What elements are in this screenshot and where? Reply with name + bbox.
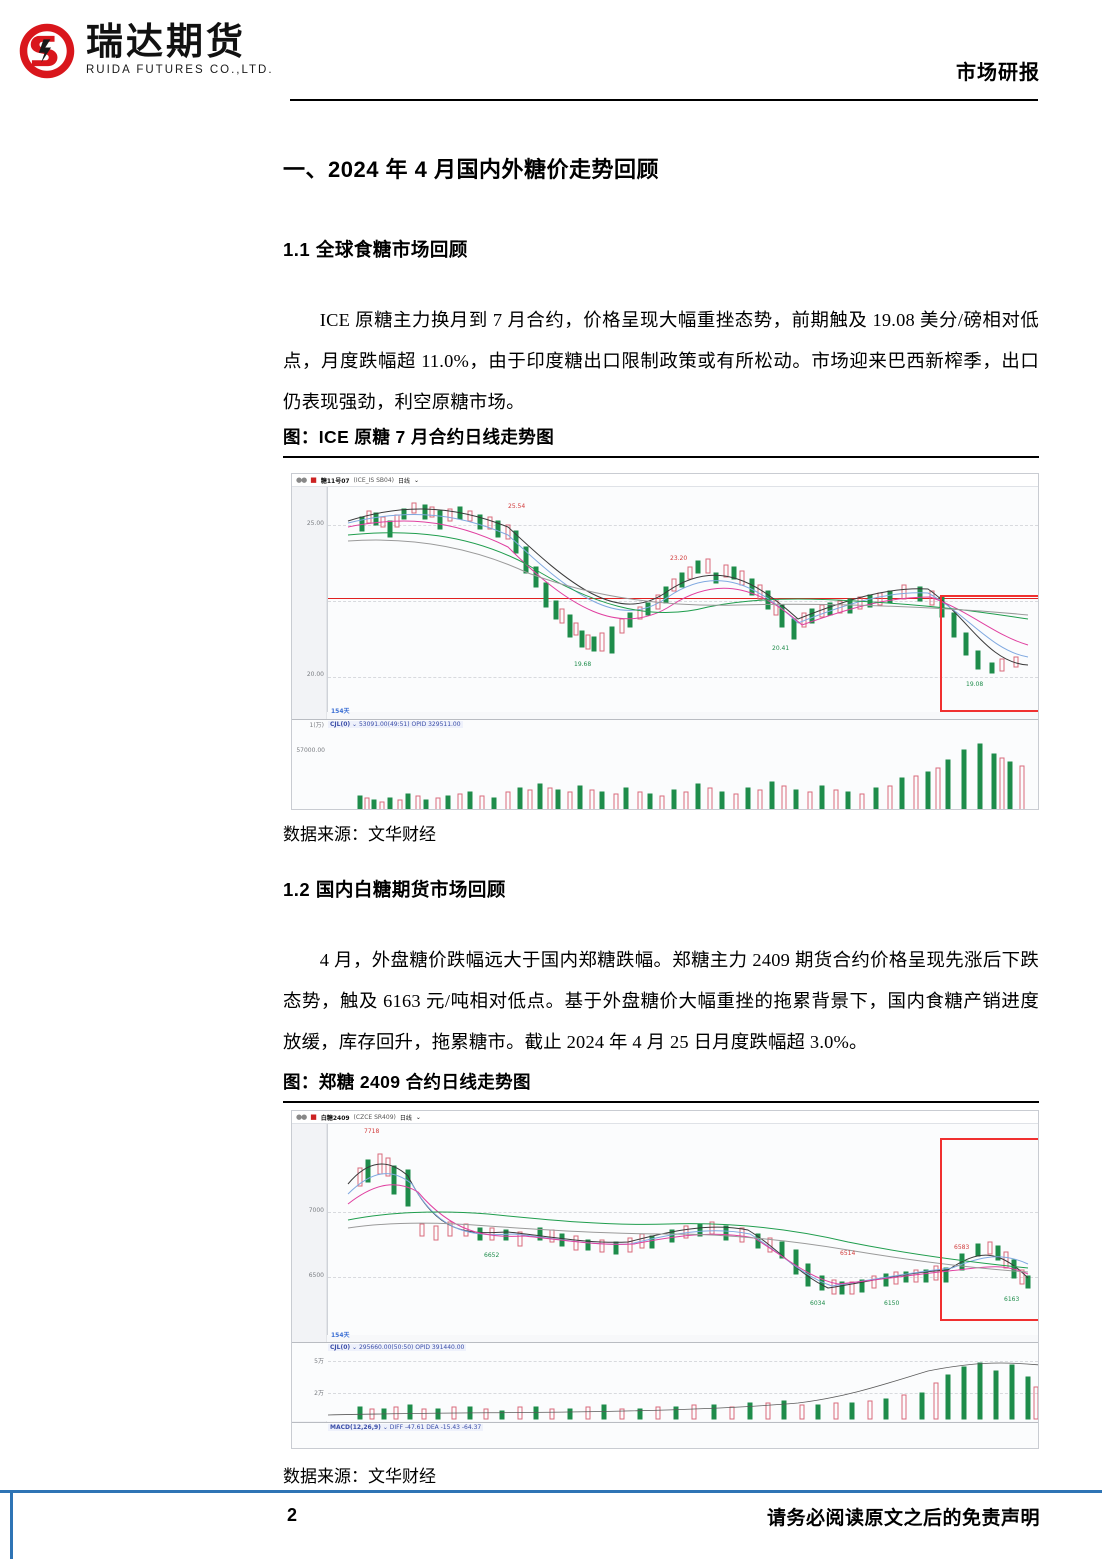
figure-1-source: 数据来源：文华财经 xyxy=(283,825,436,844)
chart-ice-sugar-july: ●● ■ 糖11号07 (ICE_IS SB04) 日线 ⌄ MA组合(5,10… xyxy=(291,473,1039,810)
figure-2-caption-rule xyxy=(283,1101,1039,1103)
chart1-volume-ytick-2: 57000.00 xyxy=(296,747,325,754)
chart2-volume-indicator[interactable]: CJL(0) ⌄ 295660.00(50:50) OPID 391440.00 xyxy=(328,1344,467,1351)
page-number: 2 xyxy=(287,1505,298,1525)
chart2-days-label: 154天 xyxy=(331,1332,350,1339)
company-logo: 瑞达期货 RUIDA FUTURES CO.,LTD. xyxy=(18,22,274,80)
ruida-swirl-logo-icon xyxy=(19,23,75,79)
logo-wordmark: 瑞达期货 RUIDA FUTURES CO.,LTD. xyxy=(86,22,274,77)
figure-2-caption: 图：郑糖 2409 合约日线走势图 xyxy=(283,1072,531,1092)
chart1-volume-ytick-1: 1(万) xyxy=(309,722,325,729)
chart1-marker-icon: ■ xyxy=(310,476,317,484)
footer-divider xyxy=(0,1490,1102,1493)
chart2-volume-ytick-2w: 2万 xyxy=(314,1390,324,1397)
header-title: 市场研报 xyxy=(956,62,1040,84)
chart2-volume-ytick-5w: 5万 xyxy=(314,1358,324,1365)
chart2-ytick-7000: 7000 xyxy=(308,1207,324,1214)
chart2-marker-icon: ■ xyxy=(310,1113,317,1121)
figure-1-caption-rule xyxy=(283,456,1039,458)
page-header: 瑞达期货 RUIDA FUTURES CO.,LTD. 市场研报 xyxy=(0,0,1102,104)
paragraph-2: 4 月，外盘糖价跌幅远大于国内郑糖跌幅。郑糖主力 2409 期货合约价格呈现先涨… xyxy=(283,950,1039,1052)
chart1-days-label: 154天 xyxy=(331,708,350,715)
subsection-title-2: 1.2 国内白糖期货市场回顾 xyxy=(283,879,506,900)
chart1-highlight-box xyxy=(940,595,1038,712)
chart2-period-selector[interactable]: 日线 xyxy=(399,1114,412,1122)
chart2-annotation-6652: 6652 xyxy=(484,1252,500,1259)
chevron-down-icon[interactable]: ⌄ xyxy=(415,1113,421,1121)
chart1-volume-bars xyxy=(357,743,1025,809)
chart2-ytick-6500: 6500 xyxy=(308,1272,324,1279)
footer-side-accent xyxy=(10,1490,13,1559)
chart2-annotation-6163: 6163 xyxy=(1004,1296,1020,1303)
chart1-annotation-2041: 20.41 xyxy=(772,645,790,652)
chart2-macd-indicator-value: DIFF -47.61 DEA -15.43 -64.37 xyxy=(389,1424,482,1431)
chart1-series xyxy=(347,502,1029,674)
chart1-menu-icon[interactable]: ●● xyxy=(296,476,307,484)
chart2-volume-bars xyxy=(327,1362,1038,1420)
chart2-volume-pane: CJL(0) ⌄ 295660.00(50:50) OPID 391440.00… xyxy=(292,1342,1038,1421)
chart1-instrument-code: (ICE_IS SB04) xyxy=(353,476,395,484)
chart1-volume-indicator-value: 53091.00(49:51) OPID 329511.00 xyxy=(358,721,461,728)
chart1-annotation-2554: 25.54 xyxy=(508,503,526,510)
chart2-price-pane: 7718 6652 6034 6514 6150 6583 6163 xyxy=(327,1124,1038,1335)
chevron-down-icon[interactable]: ⌄ xyxy=(414,476,420,484)
chart1-instrument-name: 糖11号07 xyxy=(320,477,350,485)
chart2-highlight-box xyxy=(940,1138,1038,1321)
section-title: 一、2024 年 4 月国内外糖价走势回顾 xyxy=(283,157,660,182)
chart1-volume-indicator-name: CJL(0) xyxy=(330,721,351,728)
chart2-volume-indicator-name: CJL(0) xyxy=(330,1344,351,1351)
logo-english-name: RUIDA FUTURES CO.,LTD. xyxy=(86,64,274,76)
footer-disclaimer: 请务必阅读原文之后的免责声明 xyxy=(766,1508,1040,1529)
chart1-ytick-20: 20.00 xyxy=(306,671,324,678)
chart2-annotation-6514: 6514 xyxy=(840,1250,856,1257)
chart1-annotation-1908: 19.08 xyxy=(966,681,984,688)
figure-2-source: 数据来源：文华财经 xyxy=(283,1467,436,1486)
chart2-instrument-code: (CZCE SR409) xyxy=(353,1113,396,1121)
chart2-titlebar: ●● ■ 白糖2409 (CZCE SR409) 日线 ⌄ xyxy=(292,1111,1038,1124)
paragraph-1: ICE 原糖主力换月到 7 月合约，价格呈现大幅重挫态势，前期触及 19.08 … xyxy=(283,310,1039,412)
chart2-volume-indicator-value: 295660.00(50:50) OPID 391440.00 xyxy=(358,1344,465,1351)
chart1-ytick-25: 25.00 xyxy=(306,520,324,527)
chart2-annotation-6150: 6150 xyxy=(884,1300,900,1307)
chart-zhengzhou-sugar-2409: ●● ■ 白糖2409 (CZCE SR409) 日线 ⌄ MA组合(5,10,… xyxy=(291,1110,1039,1449)
chart2-macd-indicator[interactable]: MACD(12,26,9) ⌄ DIFF -47.61 DEA -15.43 -… xyxy=(328,1424,484,1431)
figure-1-caption: 图：ICE 原糖 7 月合约日线走势图 xyxy=(283,427,555,447)
chart1-price-pane: 25.54 23.20 19.68 20.41 19.08 xyxy=(327,487,1038,712)
subsection-title-1: 1.1 全球食糖市场回顾 xyxy=(283,239,468,260)
logo-chinese-name: 瑞达期货 xyxy=(86,21,246,62)
header-divider xyxy=(290,99,1038,101)
chart1-titlebar: ●● ■ 糖11号07 (ICE_IS SB04) 日线 ⌄ xyxy=(292,474,1038,487)
chart2-annotation-6034: 6034 xyxy=(810,1300,826,1307)
chart2-instrument-name: 白糖2409 xyxy=(320,1114,350,1122)
chart1-volume-indicator[interactable]: CJL(0) ⌄ 53091.00(49:51) OPID 329511.00 xyxy=(328,721,463,728)
chart2-macd-indicator-name: MACD(12,26,9) xyxy=(330,1424,381,1431)
chart1-volume-pane: CJL(0) ⌄ 53091.00(49:51) OPID 329511.00 … xyxy=(292,719,1038,809)
chart2-annotation-7718: 7718 xyxy=(364,1128,380,1135)
chart1-period-selector[interactable]: 日线 xyxy=(398,477,411,485)
chart2-menu-icon[interactable]: ●● xyxy=(296,1113,307,1121)
chart2-macd-pane: MACD(12,26,9) ⌄ DIFF -47.61 DEA -15.43 -… xyxy=(292,1422,1038,1448)
chart2-series xyxy=(347,1153,1031,1295)
chart2-annotation-6583: 6583 xyxy=(954,1244,970,1251)
chart1-annotation-2320: 23.20 xyxy=(670,555,688,562)
chart1-annotation-1968: 19.68 xyxy=(574,661,592,668)
